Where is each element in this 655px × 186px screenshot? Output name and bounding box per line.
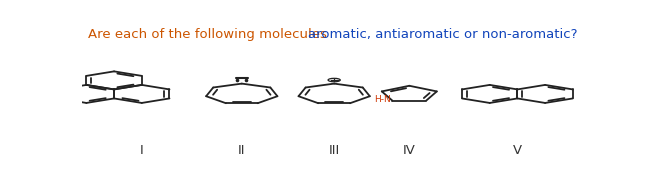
Text: H-N: H-N — [375, 95, 391, 104]
Text: Are each of the following molecules: Are each of the following molecules — [88, 28, 331, 41]
Text: V: V — [513, 144, 522, 157]
Text: aromatic, antiaromatic or non-aromatic?: aromatic, antiaromatic or non-aromatic? — [308, 28, 577, 41]
Text: IV: IV — [403, 144, 416, 157]
Text: II: II — [238, 144, 246, 157]
Text: I: I — [140, 144, 143, 157]
Text: III: III — [329, 144, 340, 157]
